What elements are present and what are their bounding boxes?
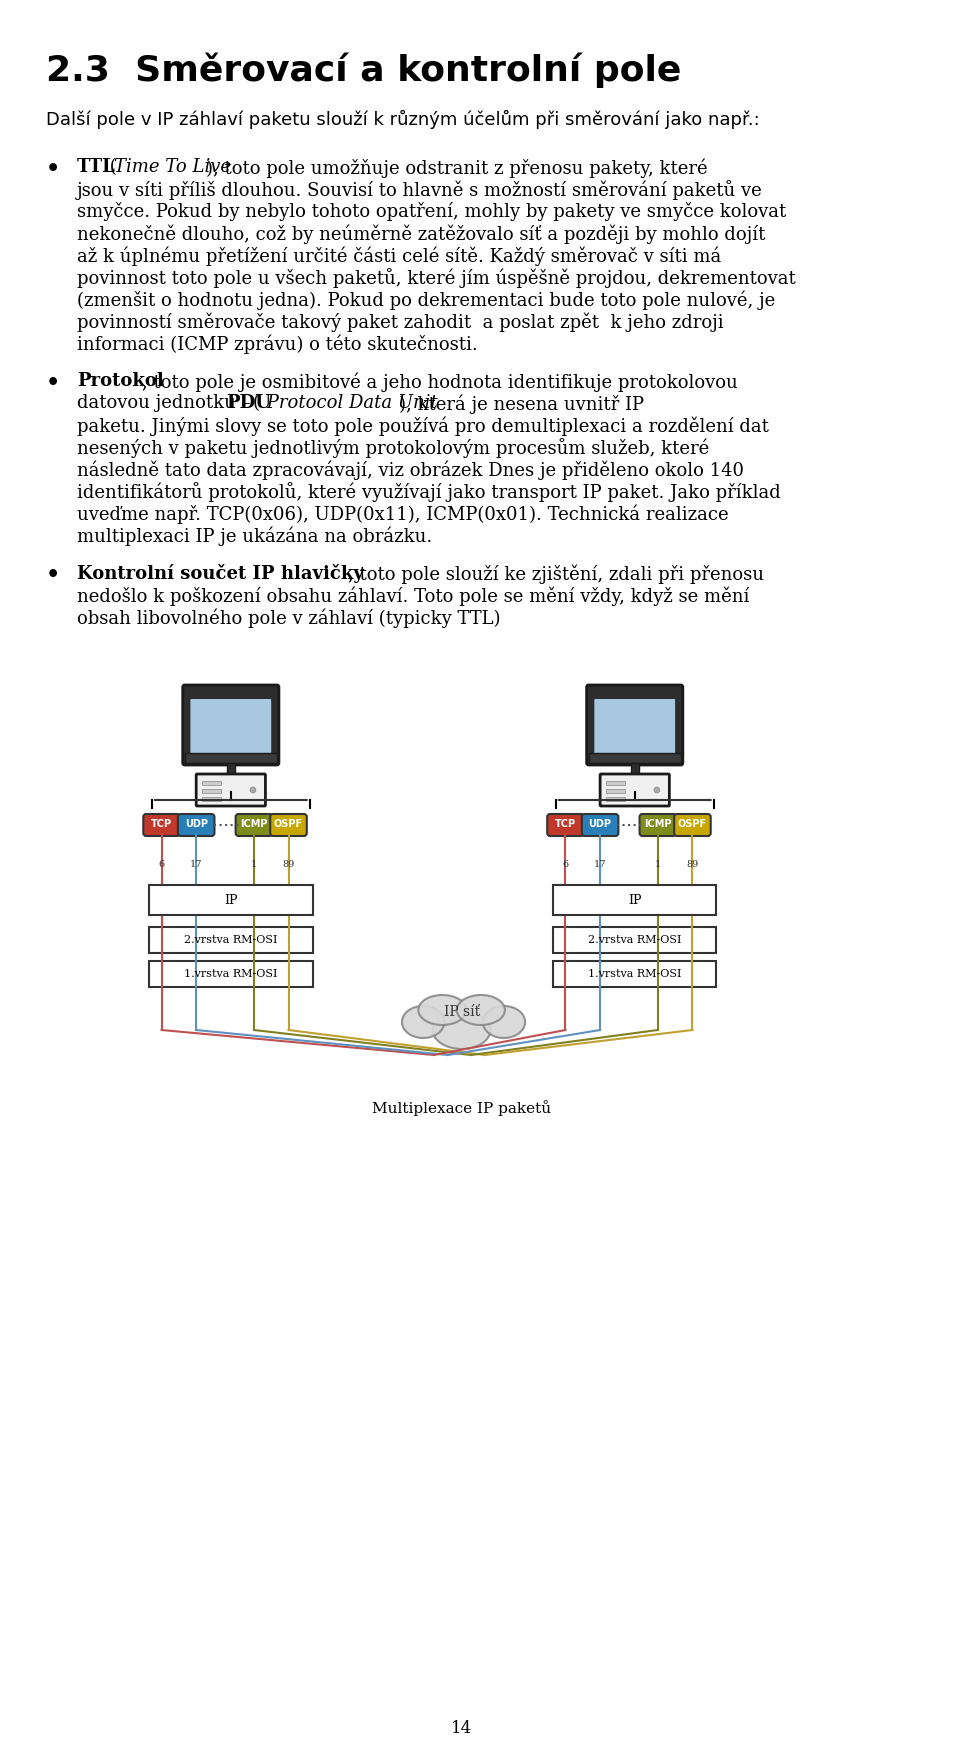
Text: ), která je nesena uvnitř IP: ), která je nesena uvnitř IP xyxy=(399,395,644,414)
Text: až k úplnému přetížení určité části celé sítě. Každý směrovač v síti má: až k úplnému přetížení určité části celé… xyxy=(77,246,721,265)
Text: 6: 6 xyxy=(158,859,164,868)
Bar xyxy=(606,789,625,793)
Text: IP síť: IP síť xyxy=(444,1005,480,1019)
FancyBboxPatch shape xyxy=(674,814,710,837)
Text: IP: IP xyxy=(224,893,237,907)
Text: nekonečně dlouho, což by neúměrně zatěžovalo síť a později by mohlo dojít: nekonečně dlouho, což by neúměrně zatěžo… xyxy=(77,225,765,244)
Bar xyxy=(553,886,716,916)
Ellipse shape xyxy=(419,995,467,1024)
FancyBboxPatch shape xyxy=(271,814,307,837)
Text: 2.3  Směrovací a kontrolní pole: 2.3 Směrovací a kontrolní pole xyxy=(46,53,682,88)
Text: Kontrolní součet IP hlavičky: Kontrolní součet IP hlavičky xyxy=(77,565,364,582)
FancyBboxPatch shape xyxy=(190,700,272,758)
Circle shape xyxy=(654,788,660,793)
Text: TCP: TCP xyxy=(151,819,172,830)
Circle shape xyxy=(250,788,255,793)
Text: •: • xyxy=(46,565,60,586)
FancyBboxPatch shape xyxy=(178,814,214,837)
FancyBboxPatch shape xyxy=(594,700,675,758)
Bar xyxy=(184,752,277,763)
Text: 1: 1 xyxy=(655,859,660,868)
FancyBboxPatch shape xyxy=(639,814,676,837)
Ellipse shape xyxy=(457,995,505,1024)
Text: 2.vrstva RM-OSI: 2.vrstva RM-OSI xyxy=(588,935,682,945)
Text: následně tato data zpracovávají, viz obrázek Dnes je přiděleno okolo 140: následně tato data zpracovávají, viz obr… xyxy=(77,460,744,479)
Bar xyxy=(606,781,625,786)
Text: (: ( xyxy=(104,158,116,175)
Text: UDP: UDP xyxy=(184,819,207,830)
Bar xyxy=(149,961,313,988)
Text: multiplexaci IP je ukázána na obrázku.: multiplexaci IP je ukázána na obrázku. xyxy=(77,526,432,545)
Text: IP: IP xyxy=(628,893,641,907)
Text: ICMP: ICMP xyxy=(240,819,268,830)
Ellipse shape xyxy=(433,1010,491,1049)
Text: povinností směrovače takový paket zahodit  a poslat zpět  k jeho zdroji: povinností směrovače takový paket zahodi… xyxy=(77,312,724,332)
Bar xyxy=(227,763,234,775)
Text: Protokol: Protokol xyxy=(77,372,164,389)
Text: •: • xyxy=(46,158,60,181)
FancyBboxPatch shape xyxy=(547,814,584,837)
Text: TTL: TTL xyxy=(77,158,116,175)
Text: obsah libovolného pole v záhlaví (typicky TTL): obsah libovolného pole v záhlaví (typick… xyxy=(77,609,500,628)
FancyBboxPatch shape xyxy=(182,686,279,765)
FancyBboxPatch shape xyxy=(582,814,618,837)
Bar xyxy=(202,796,221,802)
Text: , toto pole je osmibitové a jeho hodnota identifikuje protokolovou: , toto pole je osmibitové a jeho hodnota… xyxy=(142,372,738,391)
Text: ICMP: ICMP xyxy=(644,819,672,830)
Text: Time To Live: Time To Live xyxy=(114,158,231,175)
Text: 89: 89 xyxy=(282,859,295,868)
Bar xyxy=(588,752,681,763)
Text: 1: 1 xyxy=(251,859,257,868)
Bar xyxy=(553,928,716,952)
Text: jsou v síti příliš dlouhou. Souvisí to hlavně s možností směrování paketů ve: jsou v síti příliš dlouhou. Souvisí to h… xyxy=(77,181,762,200)
Text: OSPF: OSPF xyxy=(678,819,707,830)
Text: 1.vrstva RM-OSI: 1.vrstva RM-OSI xyxy=(588,968,682,979)
Text: Další pole v IP záhlaví paketu slouží k různým účelům při směrování jako např.:: Další pole v IP záhlaví paketu slouží k … xyxy=(46,111,760,130)
Bar xyxy=(202,781,221,786)
Text: nedošlo k poškození obsahu záhlaví. Toto pole se mění vždy, když se mění: nedošlo k poškození obsahu záhlaví. Toto… xyxy=(77,586,750,605)
Text: TCP: TCP xyxy=(555,819,576,830)
Text: PDU: PDU xyxy=(226,395,271,412)
FancyBboxPatch shape xyxy=(587,686,683,765)
Text: 89: 89 xyxy=(686,859,699,868)
FancyBboxPatch shape xyxy=(143,814,180,837)
Bar xyxy=(149,886,313,916)
Text: smyčce. Pokud by nebylo tohoto opatření, mohly by pakety ve smyčce kolovat: smyčce. Pokud by nebylo tohoto opatření,… xyxy=(77,202,786,221)
FancyBboxPatch shape xyxy=(196,774,265,807)
FancyBboxPatch shape xyxy=(600,774,669,807)
Text: datovou jednotku –: datovou jednotku – xyxy=(77,395,256,412)
Bar xyxy=(202,789,221,793)
Text: 6: 6 xyxy=(563,859,568,868)
Text: 14: 14 xyxy=(451,1721,472,1736)
Bar xyxy=(606,796,625,802)
Ellipse shape xyxy=(483,1007,525,1038)
Text: informaci (ICMP zprávu) o této skutečnosti.: informaci (ICMP zprávu) o této skutečnos… xyxy=(77,333,478,354)
Bar xyxy=(631,763,638,775)
Text: 1.vrstva RM-OSI: 1.vrstva RM-OSI xyxy=(184,968,277,979)
Text: Multiplexace IP paketů: Multiplexace IP paketů xyxy=(372,1100,551,1116)
Text: Protocol Data Unit: Protocol Data Unit xyxy=(260,395,437,412)
FancyBboxPatch shape xyxy=(235,814,273,837)
Text: ), toto pole umožňuje odstranit z přenosu pakety, které: ), toto pole umožňuje odstranit z přenos… xyxy=(205,158,708,177)
Text: UDP: UDP xyxy=(588,819,612,830)
Text: paketu. Jinými slovy se toto pole používá pro demultiplexaci a rozdělení dat: paketu. Jinými slovy se toto pole použív… xyxy=(77,416,769,435)
Text: 2.vrstva RM-OSI: 2.vrstva RM-OSI xyxy=(184,935,277,945)
Text: 17: 17 xyxy=(594,859,607,868)
Text: OSPF: OSPF xyxy=(274,819,303,830)
Text: identifikátorů protokolů, které využívají jako transport IP paket. Jako příklad: identifikátorů protokolů, které využívaj… xyxy=(77,482,780,502)
Text: •: • xyxy=(46,372,60,395)
Text: 17: 17 xyxy=(190,859,203,868)
Text: povinnost toto pole u všech paketů, které jím úspěšně projdou, dekrementovat: povinnost toto pole u všech paketů, kter… xyxy=(77,268,796,288)
Text: (: ( xyxy=(252,395,260,412)
Bar xyxy=(553,961,716,988)
Text: uveďme např. TCP(0x06), UDP(0x11), ICMP(0x01). Technická realizace: uveďme např. TCP(0x06), UDP(0x11), ICMP(… xyxy=(77,503,729,523)
Text: nesených v paketu jednotlivým protokolovým procesům služeb, které: nesených v paketu jednotlivým protokolov… xyxy=(77,438,709,458)
Text: (zmenšit o hodnotu jedna). Pokud po dekrementaci bude toto pole nulové, je: (zmenšit o hodnotu jedna). Pokud po dekr… xyxy=(77,289,775,309)
Text: , toto pole slouží ke zjištění, zdali při přenosu: , toto pole slouží ke zjištění, zdali př… xyxy=(348,565,764,584)
Bar xyxy=(149,928,313,952)
Ellipse shape xyxy=(402,1007,444,1038)
